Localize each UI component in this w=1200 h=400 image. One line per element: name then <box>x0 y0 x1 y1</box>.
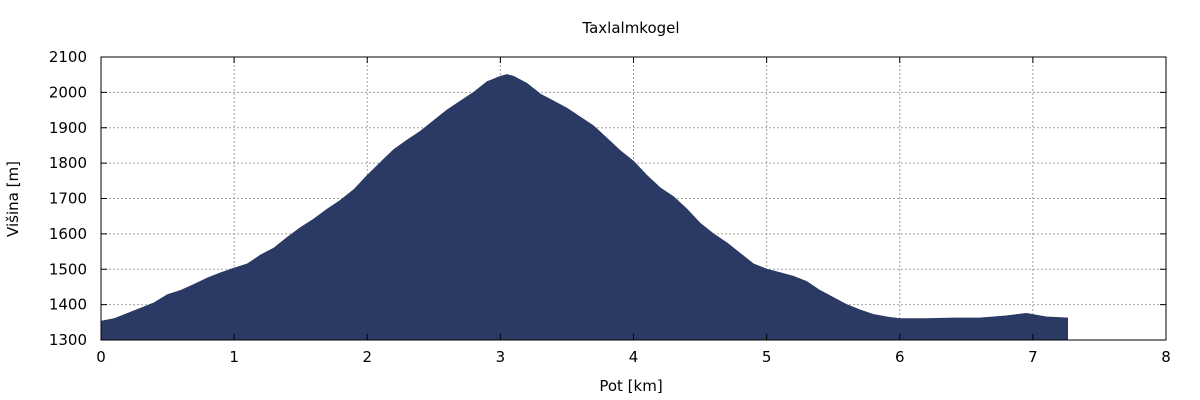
y-tick-label: 1300 <box>49 331 87 349</box>
x-tick-label: 1 <box>229 348 239 366</box>
y-tick-label: 1800 <box>49 154 87 172</box>
elevation-area <box>100 74 1068 341</box>
x-tick-label: 0 <box>96 348 106 366</box>
x-tick-label: 5 <box>762 348 772 366</box>
axes: 0 1 2 3 4 5 6 7 8 1300 1400 1500 1600 1700 1800 1900 200… <box>49 48 1171 366</box>
plot-frame <box>100 56 1167 341</box>
x-tick-label: 4 <box>629 348 639 366</box>
y-tick-label: 1500 <box>49 260 87 278</box>
y-tick-label: 2000 <box>49 83 87 101</box>
x-tick-label: 6 <box>895 348 905 366</box>
y-axis-label: Višina [m] <box>4 161 22 237</box>
y-tick-label: 2100 <box>49 48 87 66</box>
y-tick-label: 1400 <box>49 296 87 314</box>
x-tick-label: 2 <box>362 348 372 366</box>
y-tick-label: 1600 <box>49 225 87 243</box>
x-tick-label: 3 <box>496 348 506 366</box>
x-axis-label: Pot [km] <box>599 377 662 395</box>
x-tick-label: 8 <box>1161 348 1171 366</box>
y-tick-label: 1900 <box>49 119 87 137</box>
y-tick-label: 1700 <box>49 190 87 208</box>
x-tick-label: 7 <box>1028 348 1038 366</box>
chart-title: Taxlalmkogel <box>581 19 679 37</box>
